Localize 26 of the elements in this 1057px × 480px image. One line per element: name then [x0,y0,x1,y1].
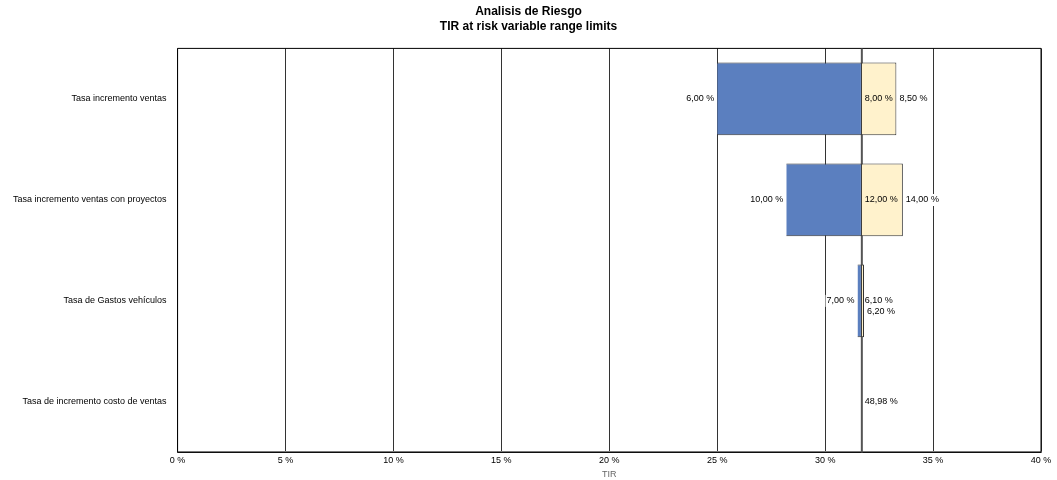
x-tick-label: 0 % [169,455,186,466]
annotation: 10,00 % [750,194,784,205]
x-tick-label: 30 % [814,455,836,466]
x-tick-label: 5 % [277,455,294,466]
y-tick-label: Tasa de incremento costo de ventas [22,396,168,407]
annotation: 6,00 % [686,93,715,104]
annotation: 6,20 % [867,306,896,317]
annotation: 48,98 % [864,396,898,407]
y-tick-label: Tasa de Gastos vehículos [63,295,168,306]
x-tick-label: 35 % [922,455,944,466]
x-tick-label: 10 % [383,455,404,466]
annotation: 12,00 % [864,194,898,205]
x-axis-title: TIR [602,469,618,480]
y-tick-label: Tasa incremento ventas con proyectos [12,194,168,205]
y-tick-label: Tasa incremento ventas [71,93,168,104]
annotation: 8,00 % [864,93,893,104]
annotation: 14,00 % [905,194,939,205]
chart-subtitle: TIR at risk variable range limits [438,19,619,34]
annotation: 7,00 % [826,295,855,306]
annotation: 6,10 % [864,295,893,306]
x-tick-label: 40 % [1030,455,1052,466]
x-tick-label: 20 % [599,455,620,466]
annotation: 8,50 % [899,93,928,104]
x-tick-label: 15 % [491,455,512,466]
chart-title: Analisis de Riesgo [474,4,583,19]
x-tick-label: 25 % [706,455,728,466]
